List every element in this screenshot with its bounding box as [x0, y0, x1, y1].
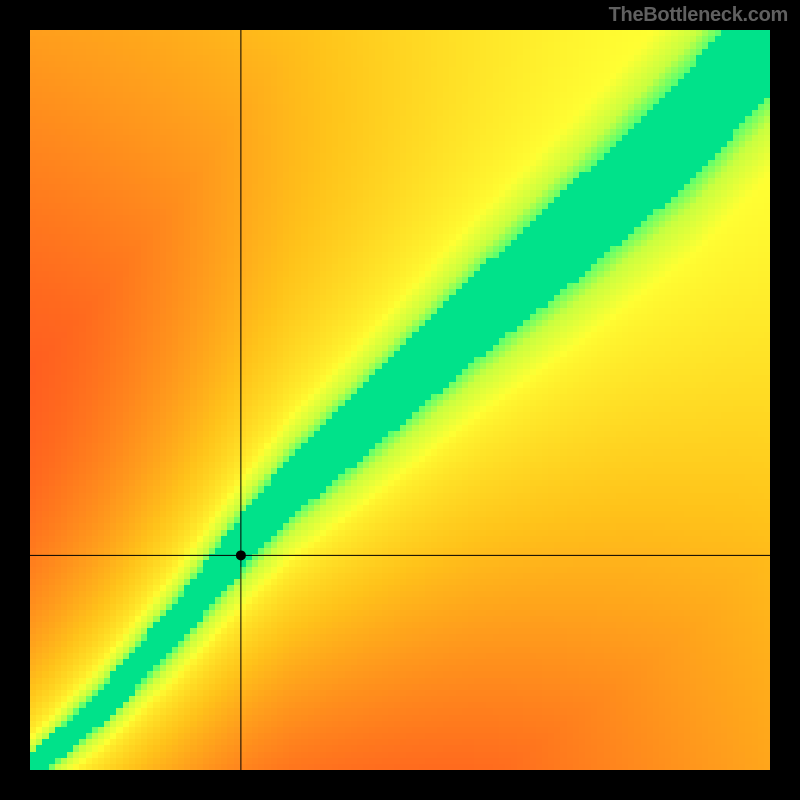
- heatmap-canvas: [0, 0, 800, 800]
- attribution-text: TheBottleneck.com: [609, 4, 788, 27]
- chart-container: TheBottleneck.com: [0, 0, 800, 800]
